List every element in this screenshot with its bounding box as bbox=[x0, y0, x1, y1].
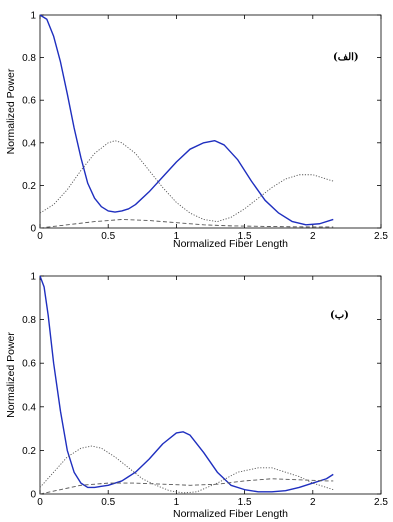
series-layer bbox=[39, 275, 334, 495]
y-tick-label: 0.8 bbox=[22, 53, 36, 64]
x-tick-label: 2.5 bbox=[374, 497, 388, 508]
y-tick-label: 0.2 bbox=[22, 181, 36, 192]
x-ticks: 0 0.5 1 1.5 2 2.5 bbox=[37, 15, 388, 242]
y-tick-label: 0.6 bbox=[22, 359, 36, 370]
series-line-dashed bbox=[39, 219, 334, 229]
x-tick-label: 1.5 bbox=[238, 497, 252, 508]
y-tick-label: 0.6 bbox=[22, 96, 36, 107]
y-tick-label: 0 bbox=[30, 224, 36, 235]
y-tick-label: 0.2 bbox=[22, 446, 36, 457]
series-line-solid bbox=[39, 14, 334, 226]
series-line-solid bbox=[39, 275, 334, 493]
x-tick-label: 1 bbox=[174, 497, 180, 508]
y-tick-label: 0 bbox=[30, 490, 36, 501]
x-tick-label: 0 bbox=[37, 497, 43, 508]
series-line-dotted bbox=[39, 445, 334, 494]
series-layer bbox=[39, 14, 334, 229]
chart-top: 0 0.5 1 1.5 2 2.5 0 0.2 0.4 0.6 0.8 1 (الف) Normal… bbox=[5, 11, 388, 251]
x-tick-label: 2.5 bbox=[374, 231, 388, 242]
y-tick-label: 0.8 bbox=[22, 315, 36, 326]
x-tick-label: 0.5 bbox=[101, 497, 115, 508]
x-ticks: 0 0.5 1 1.5 2 2.5 bbox=[37, 276, 388, 508]
x-tick-label: 2 bbox=[310, 497, 316, 508]
x-tick-label: 1 bbox=[174, 231, 180, 242]
y-axis-label: Normalized Power bbox=[5, 68, 17, 154]
panel-label: (ب) bbox=[330, 310, 349, 321]
y-tick-label: 0.4 bbox=[22, 138, 36, 149]
plot-frame bbox=[39, 14, 382, 229]
x-tick-label: 0 bbox=[37, 231, 43, 242]
x-tick-label: 0.5 bbox=[101, 231, 115, 242]
y-ticks: 0 0.2 0.4 0.6 0.8 1 bbox=[22, 11, 381, 235]
y-tick-label: 0.4 bbox=[22, 402, 36, 413]
chart-bottom: 0 0.5 1 1.5 2 2.5 0 0.2 0.4 0.6 0.8 1 (ب) Normaliz… bbox=[5, 272, 388, 521]
x-tick-label: 1.5 bbox=[238, 231, 252, 242]
plot-frame bbox=[39, 275, 382, 495]
x-tick-label: 2 bbox=[310, 231, 316, 242]
x-axis-label: Normalized Fiber Length bbox=[173, 508, 288, 520]
y-tick-label: 1 bbox=[30, 11, 36, 22]
panel-label: (الف) bbox=[333, 52, 359, 63]
y-tick-label: 1 bbox=[30, 272, 36, 283]
y-axis-label: Normalized Power bbox=[5, 332, 17, 418]
y-ticks: 0 0.2 0.4 0.6 0.8 1 bbox=[22, 272, 381, 501]
series-line-dashed bbox=[39, 478, 334, 495]
x-axis-label: Normalized Fiber Length bbox=[173, 238, 288, 250]
